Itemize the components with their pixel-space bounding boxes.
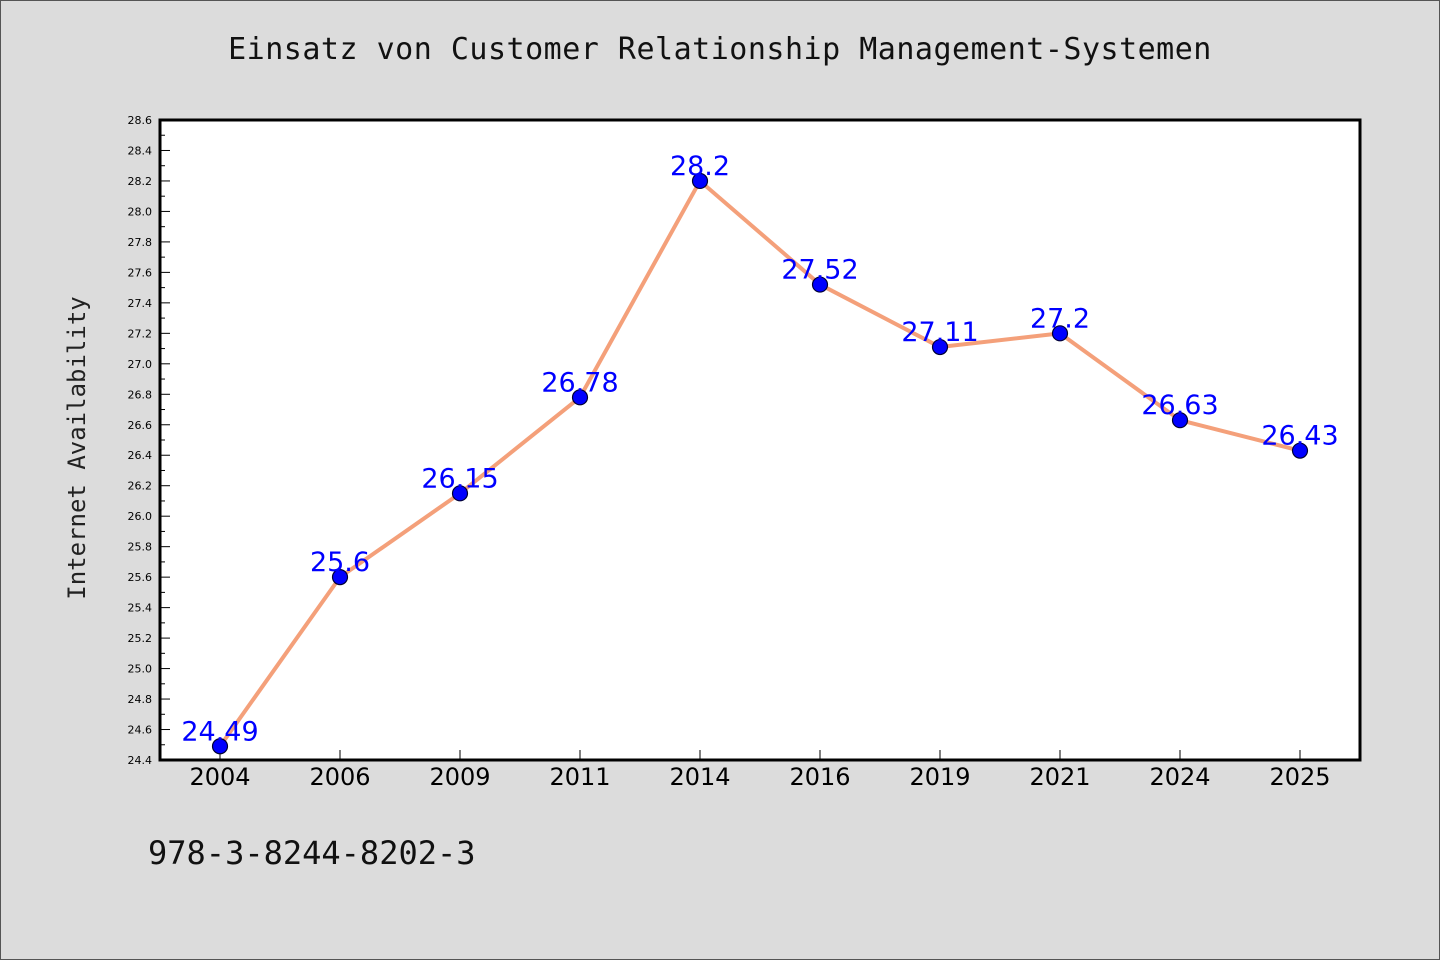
x-tick-label: 2016	[789, 763, 850, 791]
x-tick-label: 2006	[309, 763, 370, 791]
data-point	[1291, 442, 1309, 459]
y-tick-label: 27.8	[128, 236, 153, 249]
y-tick-label: 28.0	[128, 205, 153, 218]
x-tick-label: 2004	[189, 763, 250, 791]
y-tick-label: 25.0	[128, 663, 153, 676]
y-tick-label: 28.6	[128, 114, 153, 127]
data-label: 24.49	[181, 716, 258, 747]
y-tick-label: 25.4	[128, 602, 153, 615]
data-point	[211, 738, 229, 755]
data-label: 26.43	[1261, 421, 1338, 452]
y-tick-label: 26.0	[128, 510, 153, 523]
x-tick-label: 2014	[669, 763, 730, 791]
x-tick-label: 2021	[1029, 763, 1090, 791]
y-tick-label: 27.4	[128, 297, 153, 310]
data-label: 27.52	[781, 255, 858, 286]
data-label: 27.11	[901, 317, 978, 348]
x-tick-label: 2025	[1269, 763, 1330, 791]
y-tick-label: 28.4	[128, 144, 153, 157]
x-tick-label: 2011	[549, 763, 610, 791]
y-tick-label: 27.0	[128, 358, 153, 371]
data-label: 26.63	[1141, 390, 1218, 421]
data-point	[1171, 412, 1189, 429]
y-tick-label: 24.8	[128, 693, 153, 706]
y-tick-label: 24.4	[128, 754, 153, 767]
y-tick-label: 27.2	[128, 327, 153, 340]
y-tick-label: 26.2	[128, 480, 153, 493]
series	[218, 178, 1302, 749]
y-axis: 24.4 24.6 24.8 25.0 25.2 25.4 25.6 25.8 26.0 26.2…	[128, 114, 170, 767]
markers	[211, 172, 1309, 755]
isbn-text: 978-3-8244-8202-3	[148, 834, 476, 872]
data-point	[1051, 325, 1069, 342]
y-tick-label: 26.8	[128, 388, 153, 401]
x-tick-label: 2019	[909, 763, 970, 791]
data-label: 26.15	[421, 463, 498, 494]
data-point	[811, 276, 829, 293]
x-tick-label: 2009	[429, 763, 490, 791]
data-point	[331, 569, 349, 586]
x-tick-label: 2024	[1149, 763, 1210, 791]
data-point	[931, 338, 949, 356]
y-tick-label: 25.2	[128, 632, 153, 645]
y-tick-label: 26.4	[128, 449, 153, 462]
data-point	[451, 485, 469, 502]
y-tick-label: 24.6	[128, 724, 153, 737]
x-axis: 2004 2006 2009 2011 2014 2016 2019 2021 2024 2025	[189, 750, 1331, 791]
data-label: 26.78	[541, 367, 618, 398]
y-tick-label: 25.6	[128, 571, 153, 584]
data-label: 25.6	[310, 547, 370, 578]
data-point	[571, 389, 589, 406]
chart-title: Einsatz von Customer Relationship Manage…	[228, 32, 1212, 67]
plot-area	[158, 118, 1362, 762]
y-tick-label: 25.8	[128, 541, 153, 554]
data-label: 27.2	[1030, 303, 1090, 334]
y-tick-label: 28.2	[128, 175, 153, 188]
y-tick-label: 26.6	[128, 419, 153, 432]
data-label: 28.2	[670, 151, 730, 182]
y-tick-label: 27.6	[128, 266, 153, 279]
series-line	[218, 178, 1302, 749]
data-point	[691, 172, 709, 190]
data-labels: 24.49 25.6 26.15 26.78 28.2 27.52 27.11 27.2 26.…	[181, 151, 1338, 747]
